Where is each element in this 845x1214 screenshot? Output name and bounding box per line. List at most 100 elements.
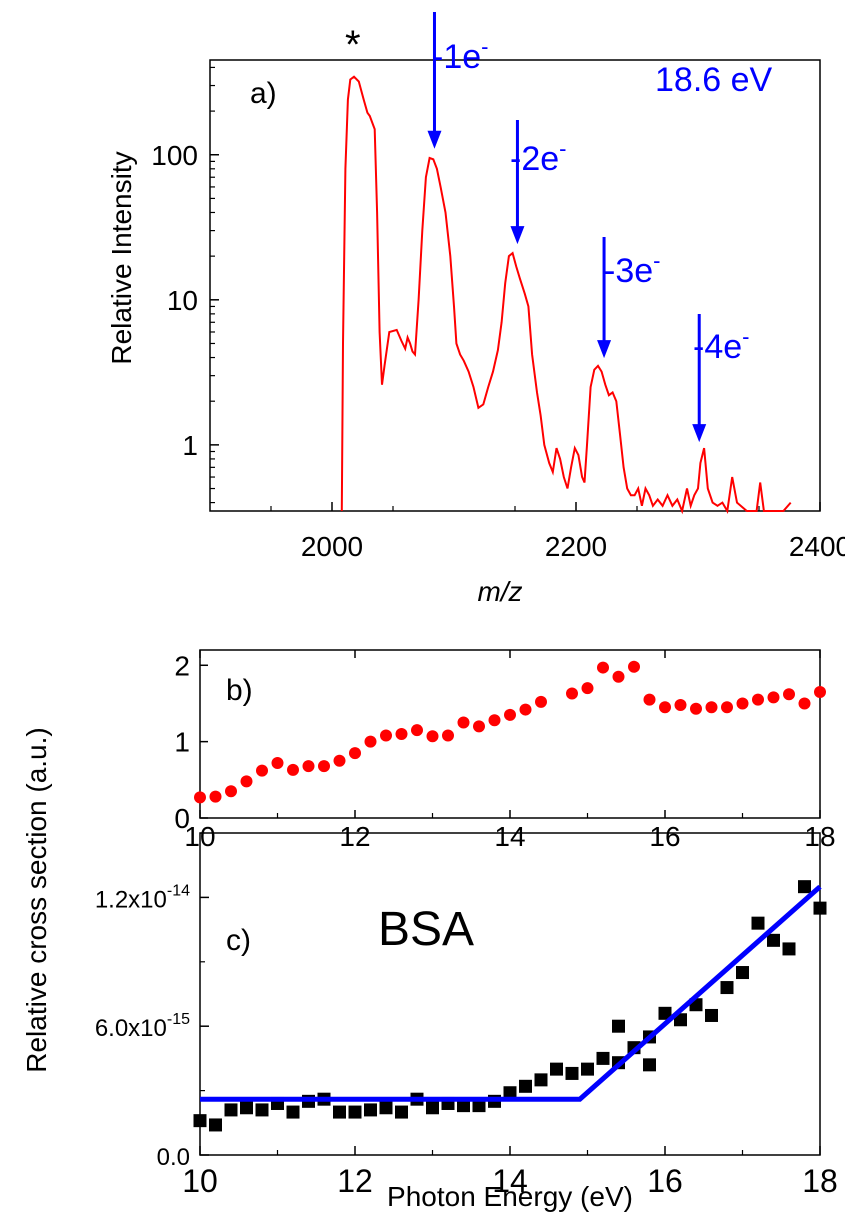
panel-c-point [767, 933, 780, 947]
panel-c-point [333, 1105, 346, 1119]
panel-b-point [318, 760, 330, 773]
panel-c-y-ticks: 0.0 6.0x10-15 1.2x10-14 [95, 832, 209, 1171]
panel-b-point [597, 661, 609, 674]
panel-c-label: c) [226, 924, 251, 957]
panel-a-frame [209, 59, 821, 512]
panel-a-y-tick-label: 1 [182, 430, 198, 461]
panel-b-point [380, 729, 392, 742]
panel-b: 10 12 14 16 18 012 b) [174, 649, 836, 852]
panel-b-label: b) [226, 674, 253, 707]
panel-c-point [286, 1105, 300, 1119]
panel-b-y-ticks: 0 1 2 [174, 650, 208, 834]
tick-exponent: -15 [167, 1011, 190, 1028]
tick-exponent: -14 [167, 882, 190, 899]
panel-c-point [736, 966, 749, 980]
panel-c-x-tick-label: 14 [492, 1163, 528, 1199]
panel-b-point [395, 728, 408, 740]
panel-c-x-ticks: 10 12 14 16 18 [182, 1146, 838, 1199]
panel-c-point [503, 1086, 517, 1100]
panel-c-point [782, 942, 796, 956]
panel-b-points [194, 660, 826, 804]
panel-a-x-title: m/z [477, 576, 522, 607]
peak-label-sup: - [559, 136, 566, 161]
panel-c-y-tick-label: 1.2x10-14 [95, 882, 190, 913]
panel-b-point [256, 764, 268, 777]
panel-c-title: BSA [378, 903, 474, 956]
panel-b-point [194, 791, 206, 804]
panel-b-y-tick-label: 1 [174, 727, 190, 758]
panel-b-point [736, 697, 749, 710]
panel-b-point [364, 735, 377, 748]
panel-b-point [349, 747, 361, 760]
panel-c-point [457, 1099, 470, 1113]
panel-c-y-tick-label: 0.0 [157, 1144, 190, 1171]
panel-a-x-ticks: 2000 2200 2400 [270, 502, 845, 562]
peak-label: -3e- [604, 248, 660, 290]
panel-b-point [705, 701, 718, 714]
panel-a-y-tick-label: 10 [167, 285, 198, 316]
panel-b-point [643, 693, 656, 706]
panel-a-x-tick-label: 2000 [301, 531, 363, 562]
panel-c-point [751, 916, 765, 930]
panel-c-point [209, 1118, 222, 1132]
panel-c-point [395, 1105, 408, 1119]
peak-label: -1e- [432, 34, 488, 76]
panel-b-point [612, 670, 625, 683]
panel-c-point [612, 1019, 625, 1033]
panel-a: 2000 2200 2400 1 10 100 a) * 18.6 eV -1e- -2e… [106, 12, 845, 607]
peak-label-sup: - [481, 34, 488, 59]
peak-label: -4e- [693, 324, 749, 366]
panel-b-point [411, 724, 423, 737]
panel-b-point [535, 695, 547, 708]
panel-a-peak-arrows: -1e- -2e- -3e- -4e- [427, 12, 749, 443]
panel-a-label: a) [250, 77, 277, 110]
shared-y-title: Relative cross section (a.u.) [21, 727, 52, 1072]
panel-a-x-tick-label: 2200 [545, 531, 607, 562]
panel-b-point [426, 730, 439, 743]
tick-mantissa: 6.0x10 [95, 1015, 167, 1042]
panel-c-point [472, 1099, 486, 1113]
panel-b-point [287, 763, 299, 776]
panel-b-point [566, 687, 578, 700]
panel-a-spectrum-line [340, 75, 792, 515]
panel-c-point [674, 1013, 687, 1027]
panel-a-x-tick-label: 2400 [789, 531, 845, 562]
panel-b-point [752, 693, 764, 706]
panel-b-point [457, 716, 470, 729]
peak-arrow-head [427, 130, 442, 149]
panel-a-y-title: Relative Intensity [106, 151, 137, 364]
panel-b-frame [199, 649, 821, 819]
panel-b-point [442, 729, 454, 742]
panel-c-point [534, 1073, 548, 1087]
panel-b-point [798, 697, 811, 710]
panel-b-point [209, 790, 222, 803]
panel-c-points [193, 880, 827, 1132]
panel-c-y-tick-label: 6.0x10-15 [95, 1011, 190, 1042]
panel-c-point [224, 1103, 238, 1117]
tick-mantissa: 0.0 [157, 1144, 190, 1171]
panel-c-point [813, 901, 827, 915]
panel-b-x-tick-label: 12 [339, 821, 370, 852]
panel-b-point [504, 708, 516, 721]
panel-b-x-tick-label: 16 [649, 821, 680, 852]
panel-c-point [519, 1079, 532, 1093]
panel-c-point [364, 1103, 377, 1117]
panel-b-point [225, 785, 237, 798]
peak-arrow-head [597, 340, 612, 359]
panel-b-point [690, 702, 702, 715]
panel-b-point [814, 686, 826, 698]
panel-a-star: * [345, 23, 361, 67]
panel-c-x-tick-label: 16 [647, 1163, 683, 1199]
panel-c-point [643, 1058, 656, 1072]
panel-a-y-ticks: 1 10 100 [151, 66, 219, 504]
peak-label-sup: - [742, 324, 749, 349]
panel-c-point [658, 1006, 672, 1020]
panel-b-point [333, 754, 346, 767]
panel-b-x-tick-label: 14 [494, 821, 525, 852]
peak-arrow-head [510, 226, 525, 245]
energy-label: 18.6 eV [655, 61, 773, 99]
peak-label-sup: - [653, 248, 660, 273]
panel-b-point [240, 775, 253, 788]
peak-label: -2e- [510, 136, 566, 178]
panel-c-x-tick-label: 12 [337, 1163, 373, 1199]
